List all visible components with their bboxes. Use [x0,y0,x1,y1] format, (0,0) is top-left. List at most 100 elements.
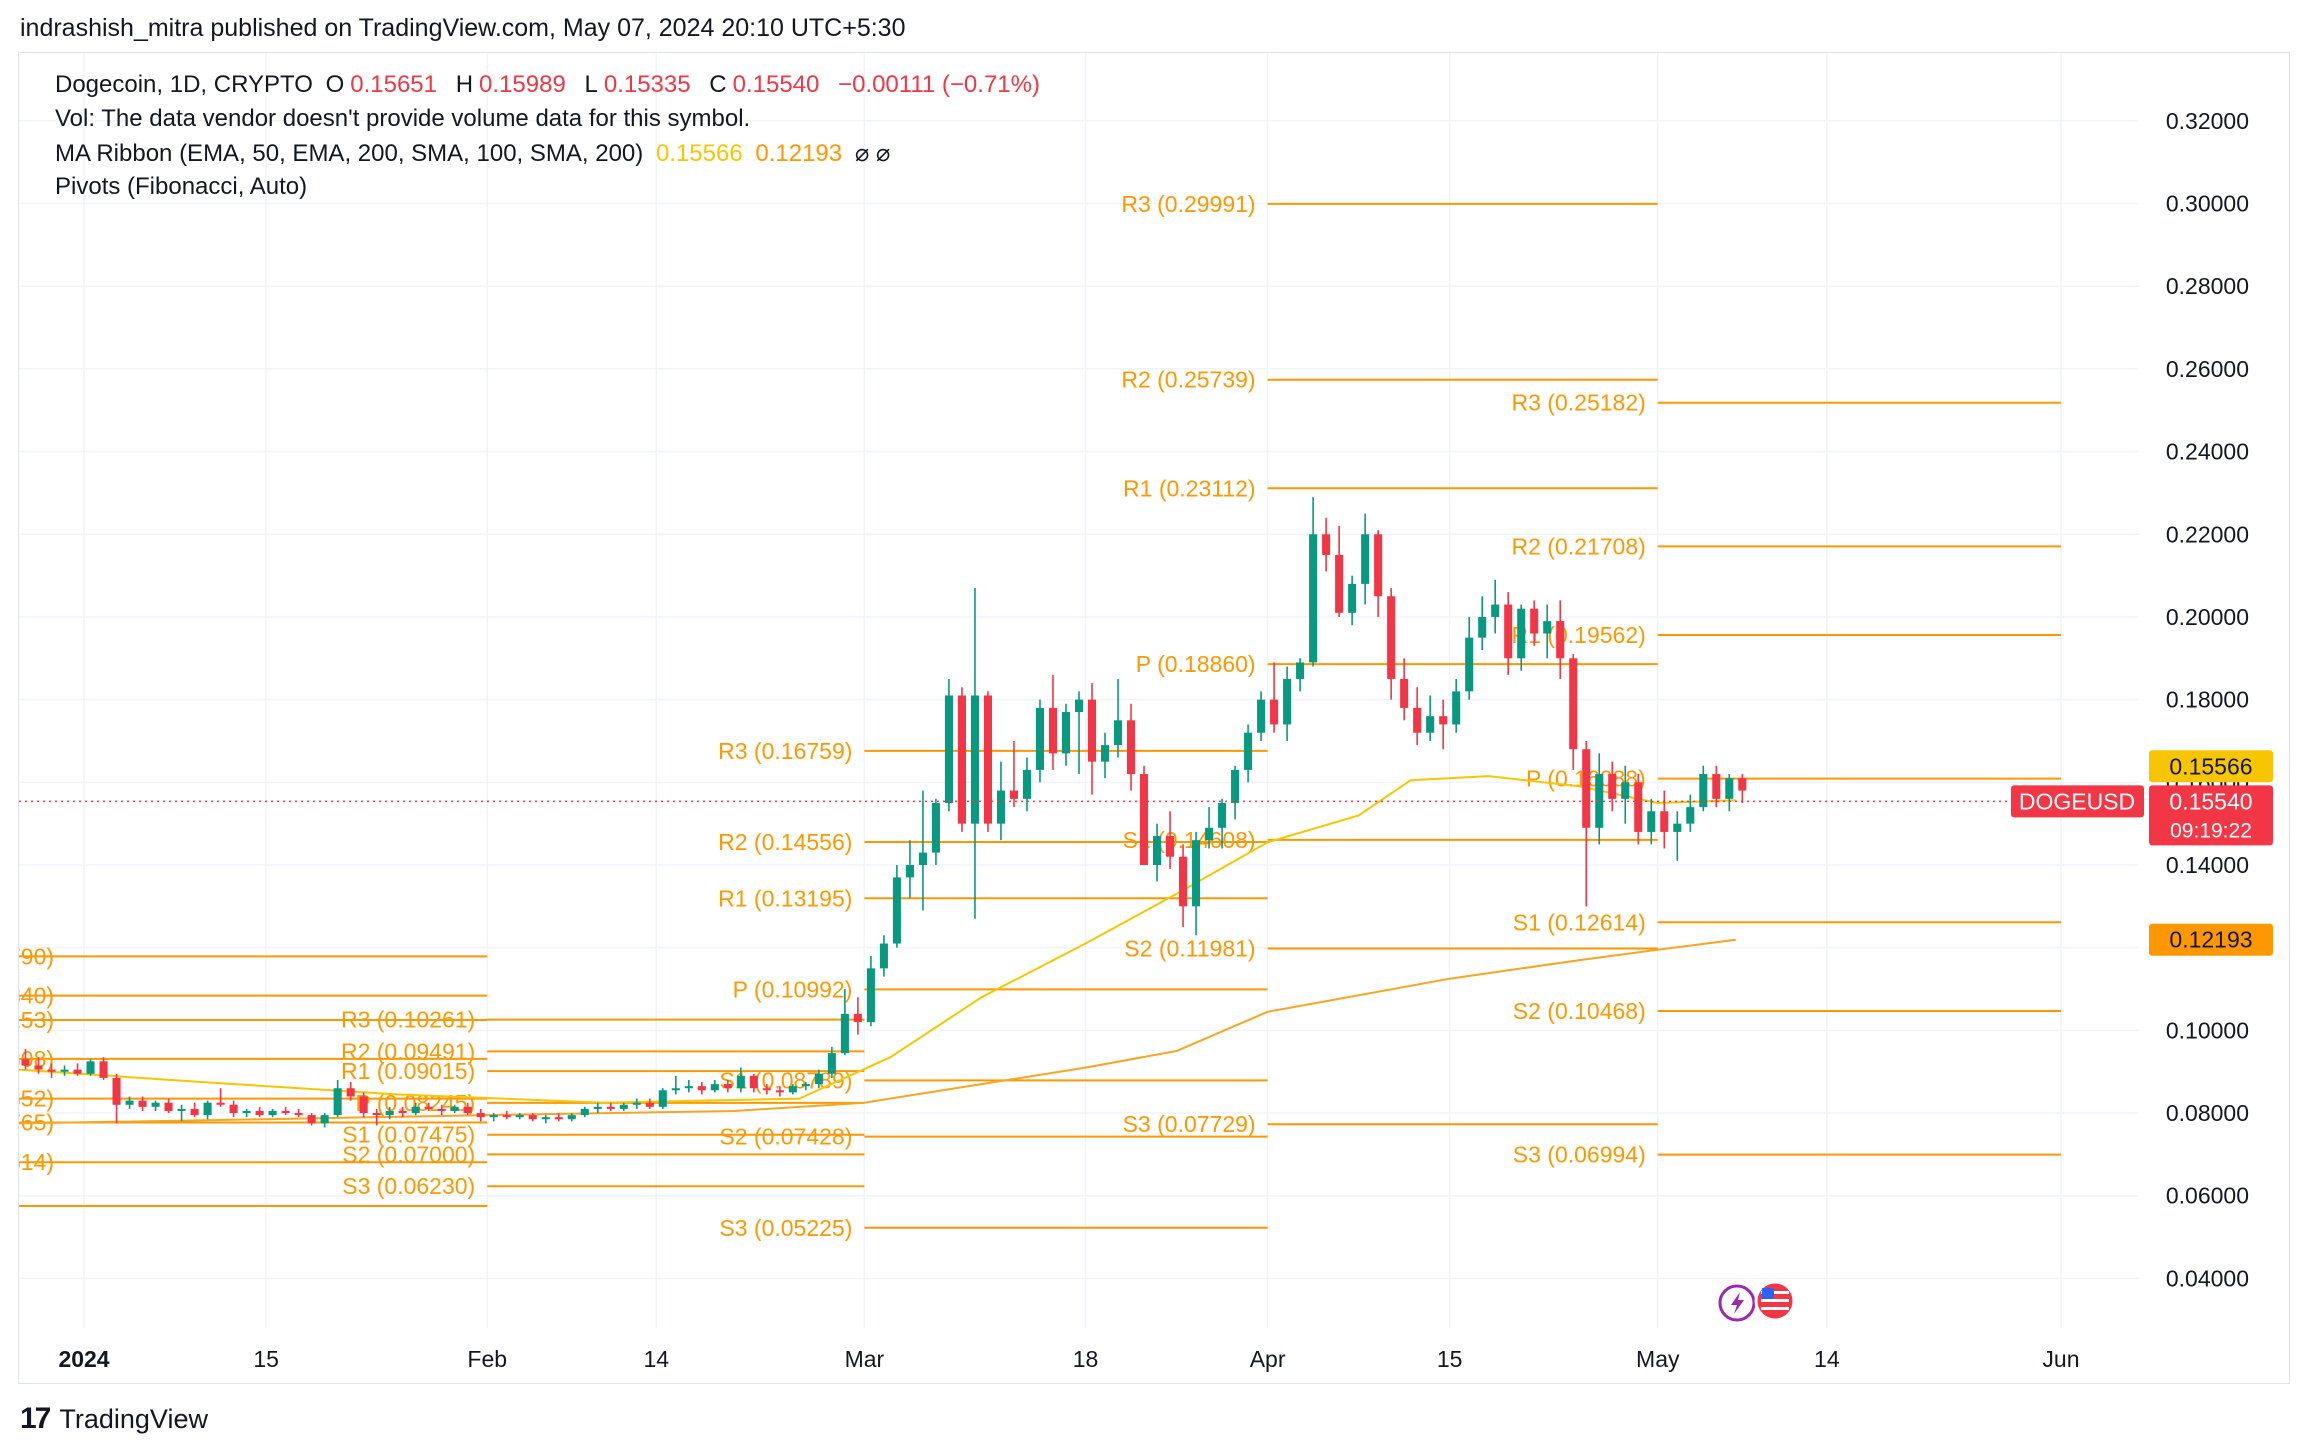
candle-body [1009,790,1019,799]
legend-pivots-row[interactable]: Pivots (Fibonacci, Auto) [55,173,308,200]
candle [1126,703,1136,791]
candle-body [567,1115,576,1120]
candle [333,1079,342,1118]
candle-body [658,1090,667,1107]
candle [216,1088,225,1107]
candle-body [788,1086,797,1093]
candle [1699,765,1708,812]
candle [1595,753,1604,845]
y-tick-label: 0.28000 [2166,273,2249,299]
published-by-line: indrashish_mitra published on TradingVie… [20,14,906,42]
candle [1413,687,1422,746]
candle-body [320,1115,329,1124]
candle [749,1073,758,1093]
ma-tag-value: 0.12193 [2169,927,2252,953]
candle-body [1322,534,1331,555]
y-tick-label: 0.10000 [2166,1017,2249,1043]
price-chart[interactable]: 790)340)253)308)352)765)314)R3 (0.10261)… [19,53,2289,1383]
candle [996,761,1005,841]
candle [1087,683,1097,795]
candle-body [177,1108,186,1111]
candle [307,1113,316,1126]
candle [1022,757,1032,812]
candle-body [411,1106,420,1114]
candle [1556,600,1565,679]
candle [710,1079,719,1093]
ma-ribbon [19,775,1736,1125]
price-tag [2149,785,2273,846]
candle-body [21,1059,30,1066]
candle [970,588,979,919]
candle-body [1647,811,1656,832]
candle-body [346,1088,355,1097]
candle-body [918,852,927,865]
legend-ma-empty: ⌀ ⌀ [854,140,891,167]
candle-body [996,790,1005,824]
legend-symbol-row: Dogecoin, 1D, CRYPTO O 0.15651 H 0.15989 L… [55,71,1040,98]
candle [1387,588,1396,700]
pivot-label: 352) [19,1086,54,1112]
candle-body [944,695,953,803]
candle [1504,592,1513,675]
candle-body [528,1115,537,1120]
candle-body [1361,534,1370,584]
candle [1192,831,1201,936]
pivot-label: 314) [19,1149,54,1175]
candle-body [736,1075,745,1089]
candle [658,1088,667,1109]
candle [1543,604,1552,659]
legend-symbol: Dogecoin, 1D, CRYPTO [55,71,313,98]
candle [1738,774,1747,803]
candle-body [840,1013,849,1054]
candle [1647,798,1656,845]
candle [1608,761,1617,812]
legend-volume-row: Vol: The data vendor doesn't provide vol… [55,105,751,132]
candle [372,1108,381,1126]
event-icons[interactable] [1718,1280,1796,1322]
candle-body [47,1069,56,1072]
candle-body [489,1115,498,1118]
chart-frame[interactable]: 790)340)253)308)352)765)314)R3 (0.10261)… [18,52,2290,1384]
candle [1113,678,1123,758]
candle [268,1108,277,1118]
legend-low: 0.15335 [603,71,691,98]
candle [1673,811,1682,861]
pivot-label: S3 (0.06994) [1513,1142,1646,1168]
candle [346,1082,355,1101]
candle [827,1046,836,1078]
candle [554,1113,563,1122]
candle [255,1106,264,1118]
x-tick-label: 14 [1814,1346,1840,1372]
ma-tag [2149,750,2273,783]
pivot-label: S3 (0.07729) [1123,1111,1256,1137]
candle-body [970,695,979,824]
candle-body [1348,583,1357,613]
candle-body [1335,554,1344,613]
candle [385,1106,394,1120]
candle [1400,658,1409,721]
legend-high: 0.15989 [479,71,566,98]
candle [450,1104,459,1114]
candle-body [1660,811,1669,832]
candle [892,864,901,948]
candle-body [892,877,901,944]
candle-body [1022,769,1032,799]
candle-body [476,1113,485,1118]
candle-body [281,1110,290,1114]
y-tick-label: 0.22000 [2166,521,2249,547]
candle-body [99,1061,108,1078]
candle [541,1115,550,1124]
candle [411,1102,420,1116]
x-tick-label: May [1636,1346,1680,1372]
pivot-label: 340) [19,983,54,1009]
pivot-label: R1 (0.13195) [718,885,852,911]
candle-body [1543,621,1552,634]
candle [840,989,849,1056]
candle [1179,844,1188,928]
candle [424,1102,433,1111]
candle [229,1100,238,1118]
candle-body [1673,823,1682,832]
pivot-label: P (0.10992) [733,976,853,1002]
candle-body [814,1073,823,1085]
legend-ma-ribbon-row[interactable]: MA Ribbon (EMA, 50, EMA, 200, SMA, 100, … [55,139,896,168]
